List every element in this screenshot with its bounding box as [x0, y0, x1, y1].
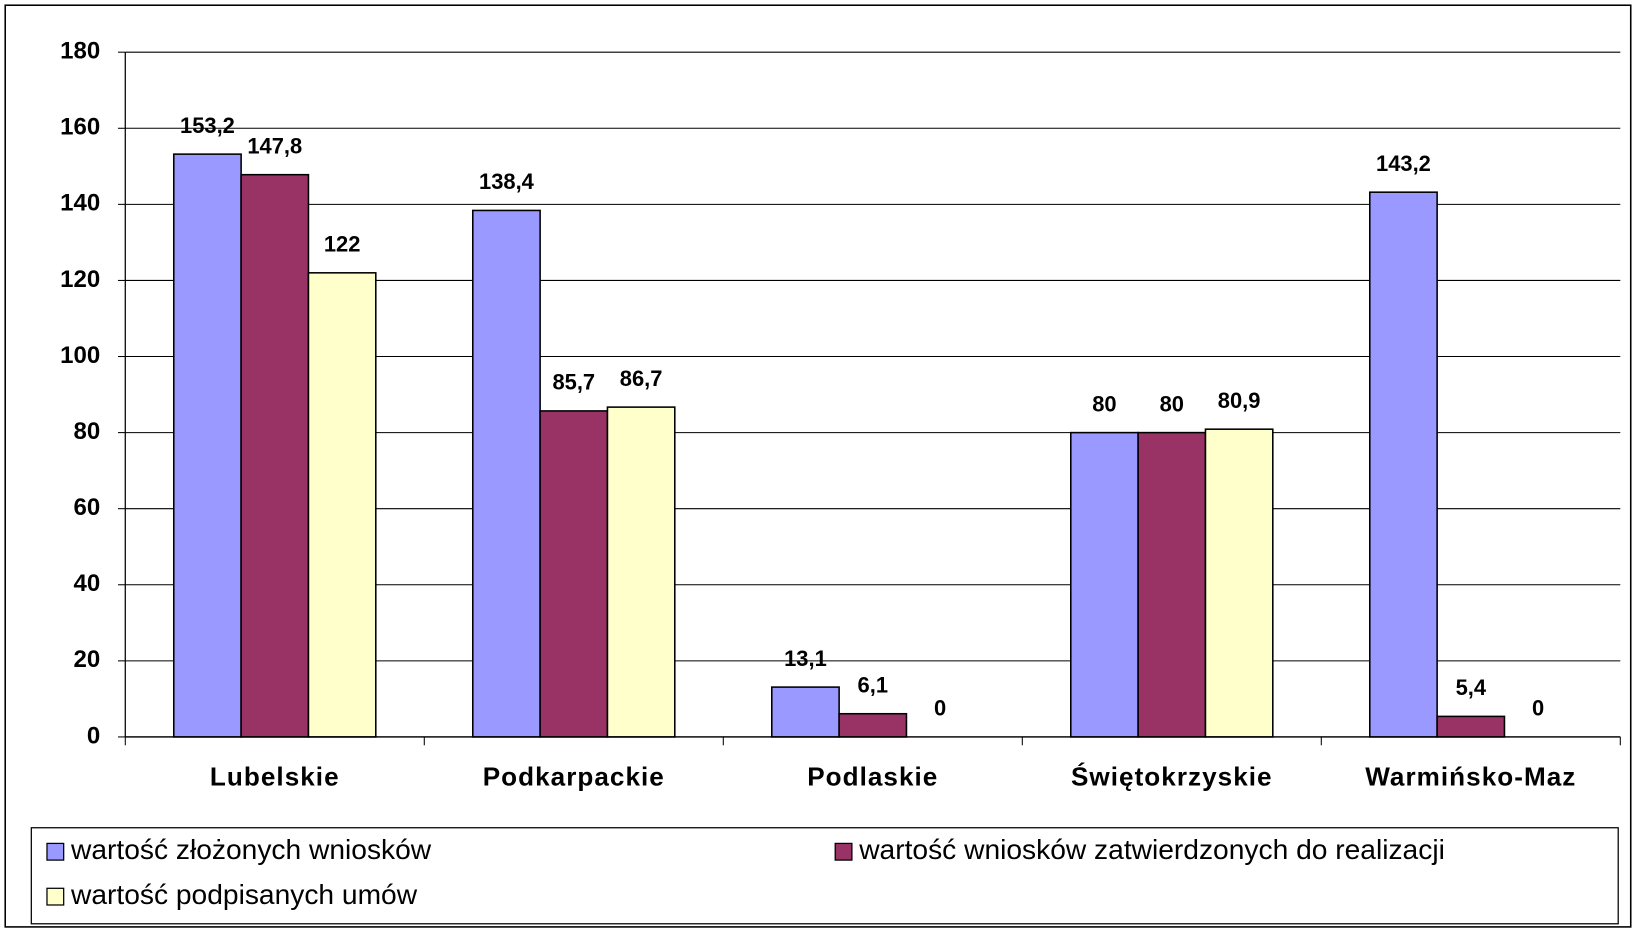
bar [606, 406, 676, 738]
bar [1137, 431, 1207, 738]
value-label: 80 [1092, 391, 1116, 416]
value-label: 5,4 [1456, 675, 1487, 700]
bar [307, 272, 377, 738]
y-tick-label: 140 [60, 190, 100, 217]
bar [1204, 428, 1274, 738]
bar [539, 410, 609, 738]
x-tick-label: Świętokrzyskie [1071, 762, 1273, 792]
bar [471, 209, 541, 738]
legend-swatch [46, 887, 65, 906]
bar [240, 173, 310, 738]
bar [172, 153, 242, 738]
y-tick-label: 160 [60, 114, 100, 141]
y-tick-label: 0 [87, 722, 100, 749]
value-label: 153,2 [180, 113, 235, 138]
y-tick-label: 20 [74, 646, 101, 673]
bar [770, 686, 840, 738]
x-tick-label: Warmińsko-Maz [1365, 762, 1576, 792]
value-label: 0 [1532, 696, 1544, 721]
y-tick-label: 180 [60, 38, 100, 65]
value-label: 13,1 [784, 646, 827, 671]
x-tick-label: Podlaskie [807, 762, 938, 792]
legend-box [30, 827, 1619, 925]
bar [1070, 431, 1139, 738]
x-tick-label: Podkarpackie [483, 762, 665, 792]
y-tick-label: 120 [60, 266, 100, 293]
bar [1369, 191, 1438, 738]
value-label: 86,7 [620, 366, 663, 391]
value-label: 143,2 [1376, 151, 1431, 176]
legend-label: wartość podpisanych umów [70, 878, 418, 910]
value-label: 0 [934, 696, 946, 721]
value-label: 147,8 [247, 133, 302, 158]
value-label: 80 [1160, 391, 1184, 416]
y-tick-label: 80 [74, 418, 101, 445]
legend-swatch [834, 842, 853, 861]
value-label: 138,4 [479, 169, 535, 194]
bar [838, 712, 908, 738]
value-label: 122 [324, 231, 361, 256]
legend-label: wartość złożonych wniosków [70, 833, 432, 865]
x-tick-label: Lubelskie [210, 762, 340, 792]
y-tick-label: 60 [74, 494, 101, 521]
legend-label: wartość wniosków zatwierdzonych do reali… [858, 833, 1445, 865]
y-tick-label: 100 [60, 342, 100, 369]
y-tick-label: 40 [74, 570, 101, 597]
bar [1436, 715, 1506, 738]
legend-swatch [46, 842, 65, 861]
value-label: 6,1 [858, 672, 888, 697]
value-label: 80,9 [1218, 388, 1261, 413]
value-label: 85,7 [552, 370, 595, 395]
